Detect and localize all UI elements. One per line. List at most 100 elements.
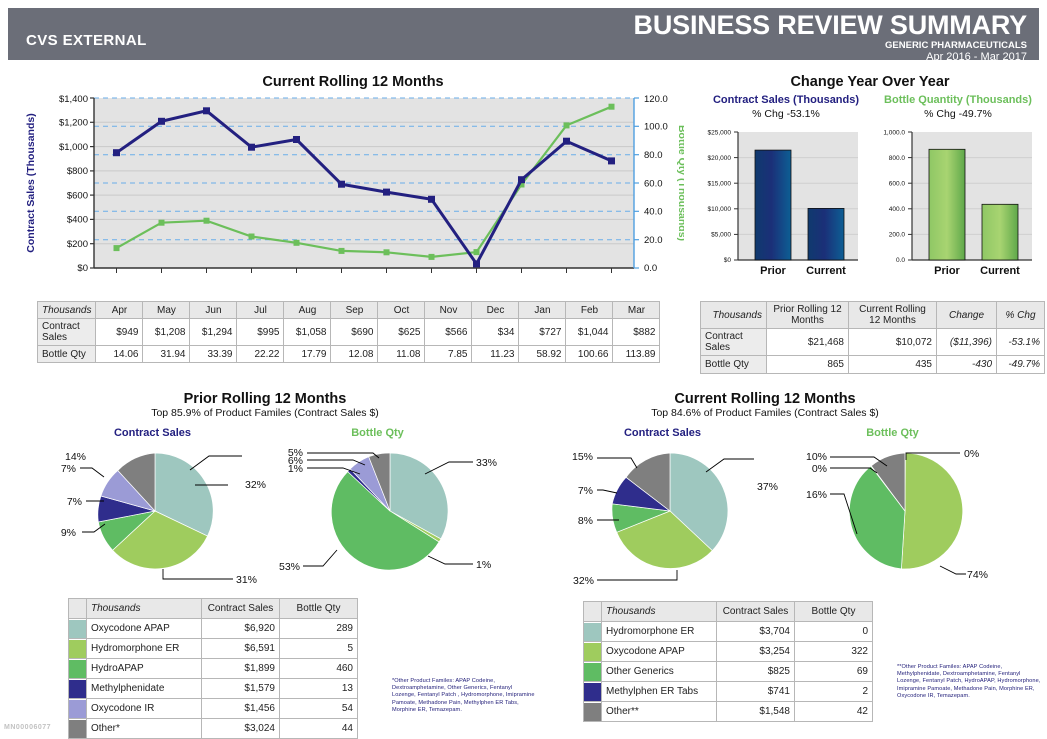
table-row: Methylphen ER Tabs $741 2 xyxy=(583,681,873,702)
yoy-row-label-bottle-qty: Bottle Qty xyxy=(700,355,767,374)
prior-table-header-row: Thousands Contract Sales Bottle Qty xyxy=(68,598,358,619)
yoy-row-contract-sales: Contract Sales $21,468 $10,072 ($11,396)… xyxy=(700,328,1045,356)
page-header: CVS EXTERNAL BUSINESS REVIEW SUMMARY GEN… xyxy=(8,8,1039,63)
current-corner-label: Thousands xyxy=(601,601,717,622)
svg-text:0%: 0% xyxy=(964,448,979,460)
col-aug: Aug xyxy=(283,301,332,319)
prior-swatch-5 xyxy=(68,718,87,739)
cell-cs-sep: $690 xyxy=(330,318,379,346)
svg-text:$0: $0 xyxy=(724,257,732,264)
yoy-bottle-qty-label: Bottle Quantity (Thousands) xyxy=(884,94,1032,106)
yoy-cs-current: $10,072 xyxy=(848,328,937,356)
svg-text:60.0: 60.0 xyxy=(644,178,663,189)
prior-swatch-4 xyxy=(68,698,87,719)
prior-col-bottle-qty: Bottle Qty xyxy=(279,598,358,619)
col-feb: Feb xyxy=(565,301,614,319)
svg-text:$600: $600 xyxy=(67,190,88,201)
row-label-contract-sales: Contract Sales xyxy=(36,318,97,346)
current-bq-0: 0 xyxy=(794,621,873,642)
current-col-contract-sales: Contract Sales xyxy=(716,601,795,622)
prior-bq-3: 13 xyxy=(279,678,358,699)
yoy-contract-sales-bar-chart: $0 $5,000 $10,000 $15,000 $20,000 $25,000 P… xyxy=(700,124,866,289)
prior-bq-4: 54 xyxy=(279,698,358,719)
svg-text:14%: 14% xyxy=(65,451,86,463)
cell-cs-dec: $34 xyxy=(471,318,520,346)
current-name-0: Hydromorphone ER xyxy=(601,621,717,642)
yoy-bq-prior: 865 xyxy=(766,355,849,374)
yoy-col-change: Change xyxy=(936,301,997,329)
svg-text:$400: $400 xyxy=(67,215,88,226)
table-row: Hydromorphone ER $3,704 0 xyxy=(583,621,873,642)
yoy-row-bottle-qty: Bottle Qty 865 435 -430 -49.7% xyxy=(700,355,1045,374)
col-jun: Jun xyxy=(189,301,238,319)
svg-text:32%: 32% xyxy=(573,575,594,587)
svg-text:40.0: 40.0 xyxy=(644,207,663,218)
prior-swatch-header xyxy=(68,598,87,619)
current-swatch-header xyxy=(583,601,602,622)
svg-text:16%: 16% xyxy=(806,489,827,501)
cell-bq-dec: 11.23 xyxy=(471,345,520,363)
svg-text:Bottle Qty (Thousands): Bottle Qty (Thousands) xyxy=(676,125,684,241)
prior-swatch-3 xyxy=(68,678,87,699)
cell-bq-may: 31.94 xyxy=(142,345,191,363)
col-apr: Apr xyxy=(95,301,144,319)
prior-bq-1: 5 xyxy=(279,638,358,659)
svg-text:0.0: 0.0 xyxy=(896,257,905,264)
header-title-block: BUSINESS REVIEW SUMMARY GENERIC PHARMACE… xyxy=(634,10,1028,64)
svg-text:600.0: 600.0 xyxy=(889,180,906,187)
svg-text:15%: 15% xyxy=(572,451,593,463)
prior-section-title: Prior Rolling 12 Months xyxy=(183,391,347,407)
svg-text:7%: 7% xyxy=(67,496,82,508)
table-row: Other* $3,024 44 xyxy=(68,718,358,739)
current-swatch-3 xyxy=(583,681,602,702)
current-bq-4: 42 xyxy=(794,701,873,722)
col-nov: Nov xyxy=(424,301,473,319)
date-range: Apr 2016 - Mar 2017 xyxy=(926,51,1027,63)
svg-text:20.0: 20.0 xyxy=(644,235,663,246)
prior-corner-label: Thousands xyxy=(86,598,202,619)
svg-text:$200: $200 xyxy=(67,239,88,250)
current-cs-4: $1,548 xyxy=(716,701,795,722)
prior-cs-4: $1,456 xyxy=(201,698,280,719)
prior-name-4: Oxycodone IR xyxy=(86,698,202,719)
yoy-corner-label: Thousands xyxy=(700,301,767,329)
table-row: Methylphenidate $1,579 13 xyxy=(68,678,358,699)
svg-text:$1,400: $1,400 xyxy=(59,94,88,105)
current-name-4: Other** xyxy=(601,701,717,722)
table-header-row: Thousands Apr May Jun Jul Aug Sep Oct No… xyxy=(36,301,661,319)
monthly-data-table: Thousands Apr May Jun Jul Aug Sep Oct No… xyxy=(36,301,661,363)
svg-text:0%: 0% xyxy=(812,463,827,475)
prior-footnote: *Other Product Familes: APAP Codeine, De… xyxy=(392,678,535,713)
cell-bq-mar: 113.89 xyxy=(612,345,661,363)
prior-bq-0: 289 xyxy=(279,618,358,639)
current-product-table: Thousands Contract Sales Bottle Qty Hydr… xyxy=(583,601,873,722)
svg-text:5%: 5% xyxy=(288,447,303,459)
col-may: May xyxy=(142,301,191,319)
svg-text:100.0: 100.0 xyxy=(644,122,668,133)
svg-text:Contract Sales (Thousands): Contract Sales (Thousands) xyxy=(25,113,37,252)
cell-bq-jul: 22.22 xyxy=(236,345,285,363)
svg-text:1%: 1% xyxy=(288,463,303,475)
prior-contract-sales-pie: 32% 31% 9% 7% 7% 14% xyxy=(30,438,280,593)
cell-bq-aug: 17.79 xyxy=(283,345,332,363)
cell-cs-mar: $882 xyxy=(612,318,661,346)
col-jul: Jul xyxy=(236,301,285,319)
current-section-title: Current Rolling 12 Months xyxy=(674,391,856,407)
current-col-bottle-qty: Bottle Qty xyxy=(794,601,873,622)
cell-cs-jan: $727 xyxy=(518,318,567,346)
current-contract-sales-label: Contract Sales xyxy=(623,427,702,439)
cell-cs-jul: $995 xyxy=(236,318,285,346)
org-label: CVS EXTERNAL xyxy=(26,32,147,49)
prior-name-3: Methylphenidate xyxy=(86,678,202,699)
current-cs-3: $741 xyxy=(716,681,795,702)
current-cs-1: $3,254 xyxy=(716,641,795,662)
svg-text:6%: 6% xyxy=(288,455,303,467)
svg-text:53%: 53% xyxy=(279,561,300,573)
prior-bottle-qty-pie: 33% 1% 53% 1% 6% 5% xyxy=(265,438,515,593)
yoy-col-current: Current Rolling 12 Months xyxy=(848,301,937,329)
prior-cs-2: $1,899 xyxy=(201,658,280,679)
svg-text:$800: $800 xyxy=(67,166,88,177)
svg-text:$1,000: $1,000 xyxy=(59,142,88,153)
prior-cs-3: $1,579 xyxy=(201,678,280,699)
col-sep: Sep xyxy=(330,301,379,319)
